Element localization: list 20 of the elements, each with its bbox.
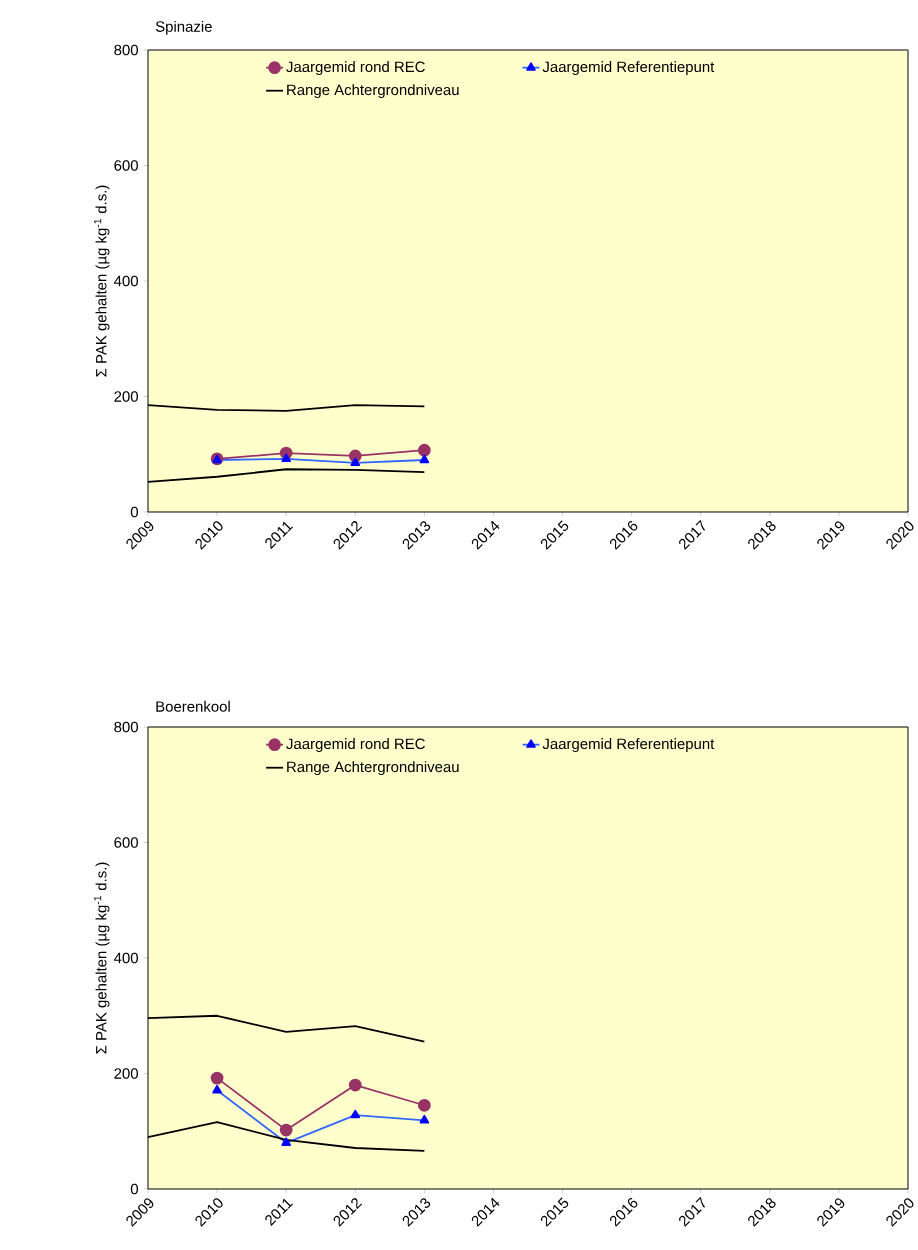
legend-label: Jaargemid rond REC: [286, 61, 425, 76]
legend-label: Jaargemid Referentiepunt: [542, 61, 715, 76]
y-tick-label: 400: [113, 952, 138, 964]
legend-label: Range Achtergrondniveau: [287, 761, 459, 776]
chart-title: Boerenkool: [156, 700, 230, 712]
y-tick-label: 0: [130, 506, 138, 518]
y-tick-label: 0: [130, 1183, 138, 1195]
y-tick-label: 600: [114, 837, 138, 848]
legend-label: Jaargemid rond REC: [286, 738, 425, 753]
y-tick-label: 800: [114, 721, 138, 733]
chart-title: Spinazie: [155, 20, 212, 35]
y-axis-title: Σ PAK gehalten (µg kg$^{-1}$ d.s.): [93, 862, 110, 1054]
y-tick-label: 600: [114, 160, 138, 171]
y-tick-label: 200: [114, 1068, 138, 1079]
y-tick-label: 200: [114, 391, 138, 402]
legend-label: Jaargemid Referentiepunt: [542, 738, 715, 753]
y-axis-title: Σ PAK gehalten (µg kg$^{-1}$ d.s.): [93, 185, 110, 377]
legend-label: Range Achtergrondniveau: [287, 84, 459, 99]
y-tick-label: 800: [114, 44, 138, 56]
y-tick-label: 400: [113, 275, 138, 287]
